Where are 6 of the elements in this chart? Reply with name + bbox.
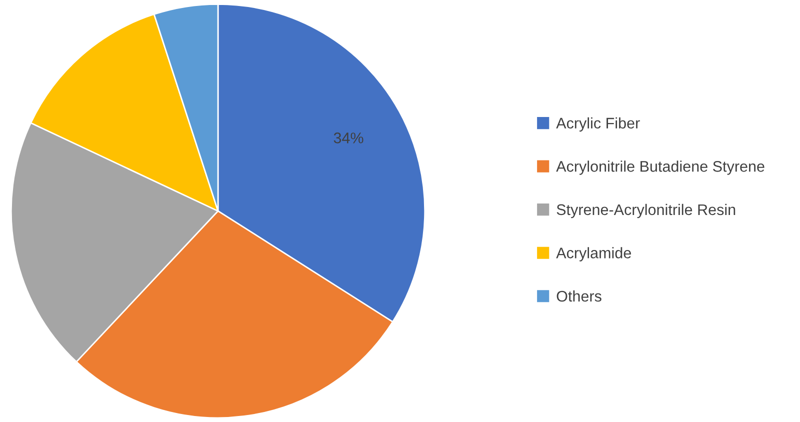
data-label: 34% (334, 132, 364, 144)
legend-label: Acrylonitrile Butadiene Styrene (556, 160, 764, 175)
legend-label: Acrylic Fiber (556, 117, 640, 132)
legend-label: Styrene-Acrylonitrile Resin (556, 204, 736, 218)
legend-label: Others (556, 290, 602, 302)
legend-label: Acrylamide (556, 247, 631, 262)
